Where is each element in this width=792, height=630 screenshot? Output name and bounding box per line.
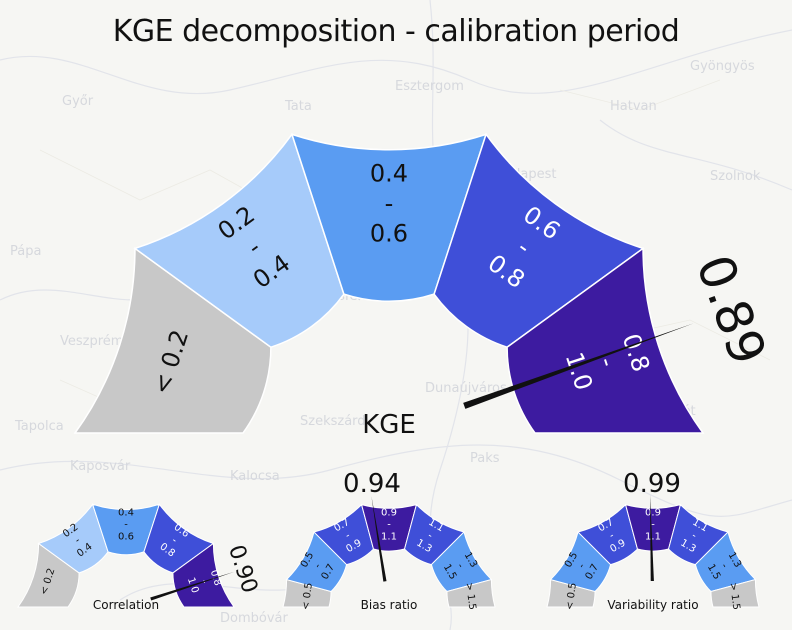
map-label: Szolnok (710, 169, 761, 184)
map-label: Szekszárd (300, 414, 366, 429)
gauge-band (172, 542, 235, 608)
map-label: Tata (284, 99, 312, 114)
map-label: Pápa (10, 244, 41, 259)
map-label: Paks (470, 451, 500, 466)
gauge-label: Correlation (93, 598, 159, 612)
band-label: 0.4 -0.6 (118, 508, 134, 543)
gauge-label: Variability ratio (607, 598, 698, 612)
gauge-label: KGE (362, 410, 416, 440)
band-label: 0.4 -0.6 (370, 159, 408, 247)
map-label: Veszprém (60, 334, 123, 349)
band-label: < 0.5 (564, 582, 578, 611)
map-label: Kalocsa (230, 469, 280, 484)
band-label: > 1.5 (727, 582, 741, 611)
gauge-band (506, 246, 705, 434)
map-label: Győr (62, 94, 94, 109)
gauge-value: 0.90 (223, 542, 262, 596)
band-label: > 1.5 (463, 582, 477, 611)
gauge-correlation: < 0.20.2-0.40.4-0.60.6-0.80.8-1.00.90Cor… (17, 503, 262, 612)
gauge-band (710, 578, 760, 608)
map-label: Tapolca (14, 419, 64, 434)
chart-title: KGE decomposition - calibration period (112, 14, 680, 49)
gauge-value: 0.99 (623, 469, 681, 499)
map-label: Dunaújváros (425, 381, 507, 396)
map-label: Dombóvár (220, 611, 288, 626)
map-label: Gyöngyös (690, 59, 755, 74)
band-label: 0.9 -1.1 (645, 508, 661, 543)
map-label: Hatvan (610, 99, 657, 114)
gauge-variability-ratio: < 0.50.5-0.70.7-0.90.9 -1.11.1-1.31.3-1.5… (546, 469, 760, 612)
map-label: Kaposvár (70, 459, 131, 474)
gauge-needle (463, 323, 694, 409)
gauge-needle (371, 496, 387, 582)
gauge-value: 0.94 (343, 469, 401, 499)
map-label: Esztergom (395, 79, 464, 94)
gauge-label: Bias ratio (361, 598, 418, 612)
gauge-needle (650, 495, 654, 582)
band-label: < 0.5 (300, 582, 314, 611)
gauge-value: 0.89 (685, 248, 777, 372)
gauge-band (446, 578, 496, 608)
gauge-bias-ratio: < 0.50.5-0.70.7-0.90.9 -1.11.1-1.31.3-1.5… (282, 469, 496, 612)
band-label: 0.9 -1.1 (381, 508, 397, 543)
gauge-needle (150, 571, 235, 601)
